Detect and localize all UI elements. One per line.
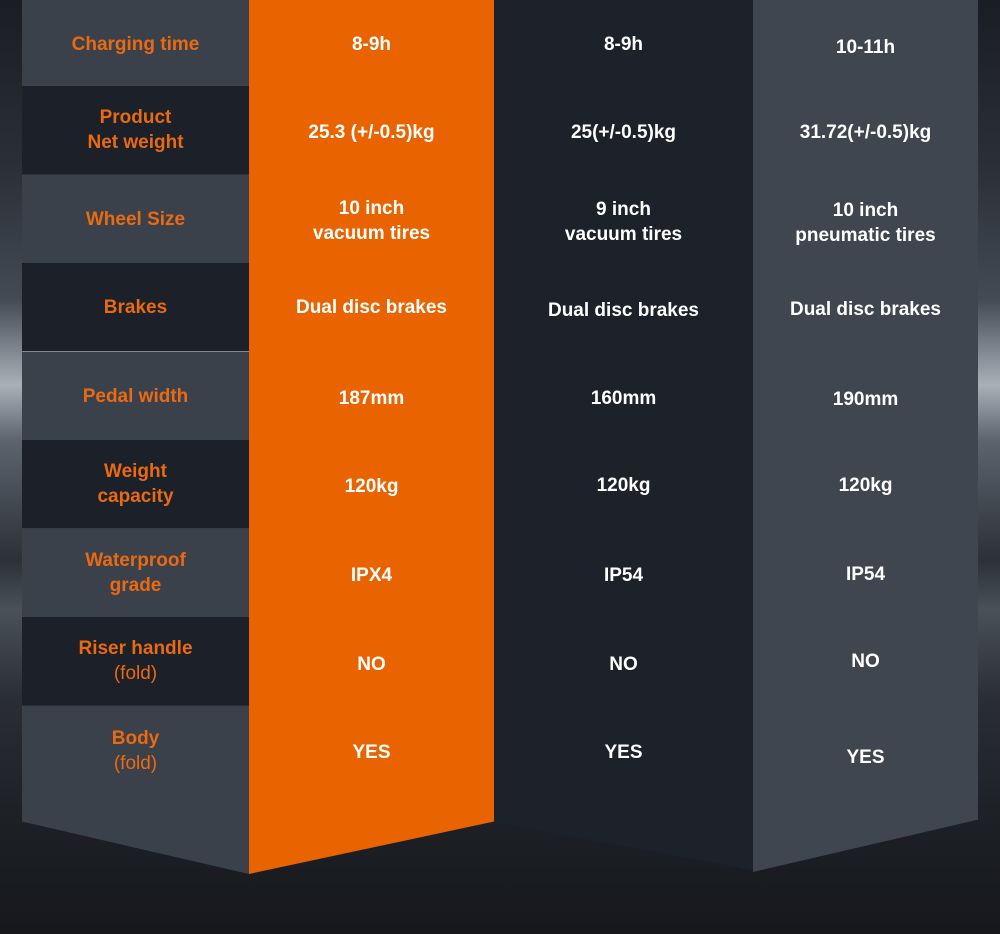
product-c-column: 10-11h 31.72(+/-0.5)kg 10 inch pneumatic…: [753, 0, 978, 872]
label-row: Brakes: [22, 263, 249, 351]
spec-value: IPX4: [350, 564, 393, 586]
spec-value: 120kg: [596, 474, 651, 496]
spec-value: 10 inch pneumatic tires: [795, 200, 936, 246]
spec-label: Body: [111, 728, 160, 749]
product-a-column: 8-9h 25.3 (+/-0.5)kg 10 inch vacuum tire…: [249, 0, 494, 874]
label-row: Riser handle (fold): [22, 617, 249, 705]
spec-value: 25(+/-0.5)kg: [570, 121, 677, 143]
spec-value: NO: [851, 650, 880, 672]
spec-label-sub: (fold): [113, 663, 158, 684]
spec-value: IP54: [845, 563, 886, 585]
spec-label: Weight capacity: [97, 461, 174, 507]
spec-label: Charging time: [71, 33, 200, 55]
product-b-column: 8-9h 25(+/-0.5)kg 9 inch vacuum tires Du…: [494, 0, 753, 870]
spec-value: IP54: [603, 564, 644, 586]
spec-value: Dual disc brakes: [547, 299, 700, 321]
spec-label-column: Charging time Product Net weight Wheel S…: [22, 0, 249, 874]
spec-value: 31.72(+/-0.5)kg: [799, 121, 932, 143]
spec-label: Brakes: [103, 296, 168, 318]
spec-value: 120kg: [344, 475, 399, 497]
label-row: Weight capacity: [22, 440, 249, 528]
spec-value: Dual disc brakes: [789, 298, 942, 320]
spec-label: Riser handle: [78, 638, 193, 659]
spec-label: Pedal width: [82, 385, 189, 407]
spec-value: 187mm: [338, 387, 405, 409]
spec-value: Dual disc brakes: [295, 296, 448, 318]
spec-value: YES: [352, 741, 391, 763]
spec-label-group: Riser handle (fold): [78, 636, 192, 686]
spec-value: 160mm: [590, 387, 657, 409]
spec-label: Waterproof grade: [85, 550, 186, 596]
label-row: Charging time: [22, 0, 249, 88]
spec-value: 9 inch vacuum tires: [564, 199, 683, 245]
spec-value: 8-9h: [351, 33, 392, 55]
spec-value: 10-11h: [835, 36, 896, 58]
spec-value: YES: [846, 746, 885, 768]
spec-label: Product Net weight: [87, 107, 184, 153]
spec-value: 8-9h: [603, 33, 644, 55]
spec-value: 120kg: [838, 474, 893, 496]
spec-value: 25.3 (+/-0.5)kg: [308, 121, 435, 143]
spec-value: YES: [604, 741, 643, 763]
spec-value: NO: [609, 653, 638, 675]
label-row: Wheel Size: [22, 175, 249, 263]
spec-label: Wheel Size: [85, 208, 186, 230]
label-row: Body (fold): [22, 706, 249, 874]
spec-label-sub: (fold): [113, 753, 158, 774]
spec-label-group: Body (fold): [112, 726, 160, 776]
spec-value: 10 inch vacuum tires: [312, 198, 431, 244]
label-row: Product Net weight: [22, 86, 249, 174]
spec-value: NO: [357, 653, 386, 675]
label-row: Waterproof grade: [22, 529, 249, 617]
spec-value: 190mm: [832, 388, 899, 410]
label-row: Pedal width: [22, 352, 249, 440]
